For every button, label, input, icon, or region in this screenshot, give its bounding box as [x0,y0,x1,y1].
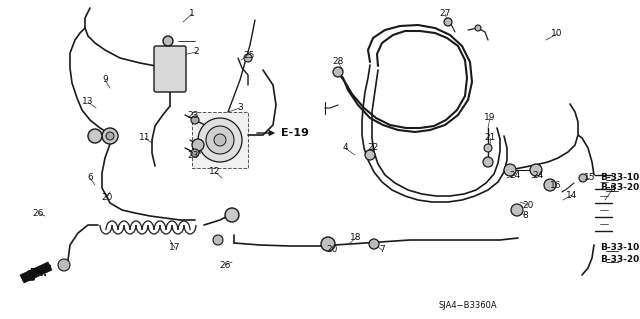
Text: 27: 27 [439,10,451,19]
Circle shape [106,132,114,140]
Circle shape [544,179,556,191]
Text: 15: 15 [584,174,596,182]
Text: 24: 24 [509,170,520,180]
Circle shape [58,259,70,271]
Text: 17: 17 [169,243,180,253]
Text: 22: 22 [367,144,379,152]
Text: 3: 3 [237,103,243,113]
Circle shape [511,204,523,216]
Text: B-33-10: B-33-10 [600,243,639,253]
Circle shape [321,237,335,251]
Text: 8: 8 [522,211,528,219]
Text: 5: 5 [609,186,615,195]
Text: 26: 26 [220,261,230,270]
Circle shape [475,25,481,31]
Text: 26: 26 [32,209,44,218]
Text: 7: 7 [379,246,385,255]
Text: 18: 18 [350,234,362,242]
Circle shape [244,54,252,62]
Circle shape [213,235,223,245]
Text: B-33-20: B-33-20 [600,183,639,192]
Text: 25: 25 [243,50,255,60]
Circle shape [192,139,204,151]
Circle shape [191,149,199,157]
FancyBboxPatch shape [192,112,248,168]
Text: FR.: FR. [29,268,47,278]
Circle shape [225,208,239,222]
Circle shape [88,129,102,143]
Circle shape [484,144,492,152]
Text: 23: 23 [188,151,198,160]
FancyBboxPatch shape [154,46,186,92]
Circle shape [163,36,173,46]
Text: 20: 20 [101,192,113,202]
Text: B-33-20: B-33-20 [600,255,639,263]
Circle shape [365,150,375,160]
Circle shape [102,128,118,144]
Text: 19: 19 [484,114,496,122]
Text: 20: 20 [522,201,534,210]
Text: 12: 12 [209,167,221,176]
Text: E-19: E-19 [281,128,309,138]
Circle shape [444,18,452,26]
Circle shape [206,126,234,154]
Text: 4: 4 [342,144,348,152]
Circle shape [198,118,242,162]
Circle shape [483,157,493,167]
Text: 16: 16 [550,181,562,189]
Text: B-33-10: B-33-10 [600,173,639,182]
Text: 20: 20 [326,246,338,255]
Circle shape [530,164,542,176]
Circle shape [369,239,379,249]
Text: 2: 2 [193,48,199,56]
Text: 24: 24 [532,170,543,180]
Text: 23: 23 [188,110,198,120]
Text: 9: 9 [102,76,108,85]
Text: 1: 1 [189,10,195,19]
Text: SJA4−B3360A: SJA4−B3360A [438,300,497,309]
Circle shape [579,174,587,182]
Text: 11: 11 [140,133,151,143]
Text: 13: 13 [83,98,93,107]
Circle shape [333,67,343,77]
Circle shape [504,164,516,176]
Polygon shape [20,262,52,283]
Text: 14: 14 [566,190,578,199]
Text: 10: 10 [551,29,563,39]
Text: 6: 6 [87,174,93,182]
Text: 21: 21 [484,133,496,143]
Circle shape [191,116,199,124]
Text: 28: 28 [332,57,344,66]
Circle shape [214,134,226,146]
